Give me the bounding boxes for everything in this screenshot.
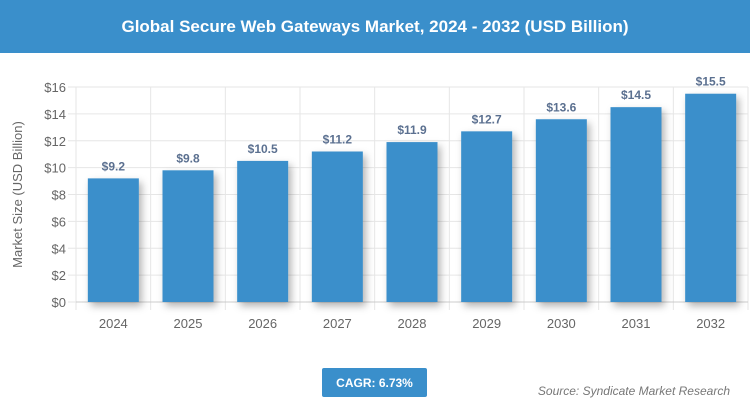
bar-2032 (685, 93, 737, 302)
x-tick-label: 2026 (248, 316, 277, 331)
x-tick-label: 2031 (622, 316, 651, 331)
bar-chart: $0 $2 $4 $6 $8 $10 $12 $14 $16 $9.2 2024 $9.8 2025 $1… (10, 75, 749, 331)
y-tick-label: $12 (44, 134, 66, 149)
data-label: $11.9 (397, 123, 427, 137)
bar-2025 (162, 170, 214, 302)
y-tick-label: $2 (52, 268, 66, 283)
x-tick-label: 2030 (547, 316, 576, 331)
y-axis-title: Market Size (USD Billion) (10, 121, 25, 268)
bar-2024 (87, 178, 139, 302)
x-tick-label: 2032 (696, 316, 725, 331)
cagr-badge: CAGR: 6.73% (322, 368, 427, 397)
data-label: $15.5 (696, 75, 726, 89)
x-tick-label: 2028 (398, 316, 427, 331)
y-tick-label: $16 (44, 80, 66, 95)
x-tick-label: 2027 (323, 316, 352, 331)
y-tick-label: $0 (52, 295, 66, 310)
data-label: $13.6 (546, 100, 576, 114)
x-tick-label: 2024 (99, 316, 128, 331)
data-label: $14.5 (621, 88, 651, 102)
y-tick-label: $6 (52, 214, 66, 229)
data-label: $10.5 (248, 142, 278, 156)
x-tick-label: 2025 (174, 316, 203, 331)
bar-2027 (311, 151, 363, 302)
bar-2029 (461, 131, 513, 302)
source-note: Source: Syndicate Market Research (537, 384, 730, 398)
data-label: $9.8 (176, 151, 200, 165)
y-tick-label: $4 (52, 241, 66, 256)
data-label: $9.2 (102, 159, 126, 173)
y-tick-label: $8 (52, 188, 66, 203)
data-label: $12.7 (472, 112, 502, 126)
chart-title: Global Secure Web Gateways Market, 2024 … (0, 0, 750, 53)
bar-2030 (535, 119, 587, 302)
y-tick-label: $14 (44, 107, 66, 122)
y-tick-label: $10 (44, 161, 66, 176)
x-tick-label: 2029 (472, 316, 501, 331)
bar-2026 (237, 160, 289, 302)
bar-2031 (610, 107, 662, 302)
data-label: $11.2 (323, 133, 353, 147)
bar-2028 (386, 142, 438, 302)
